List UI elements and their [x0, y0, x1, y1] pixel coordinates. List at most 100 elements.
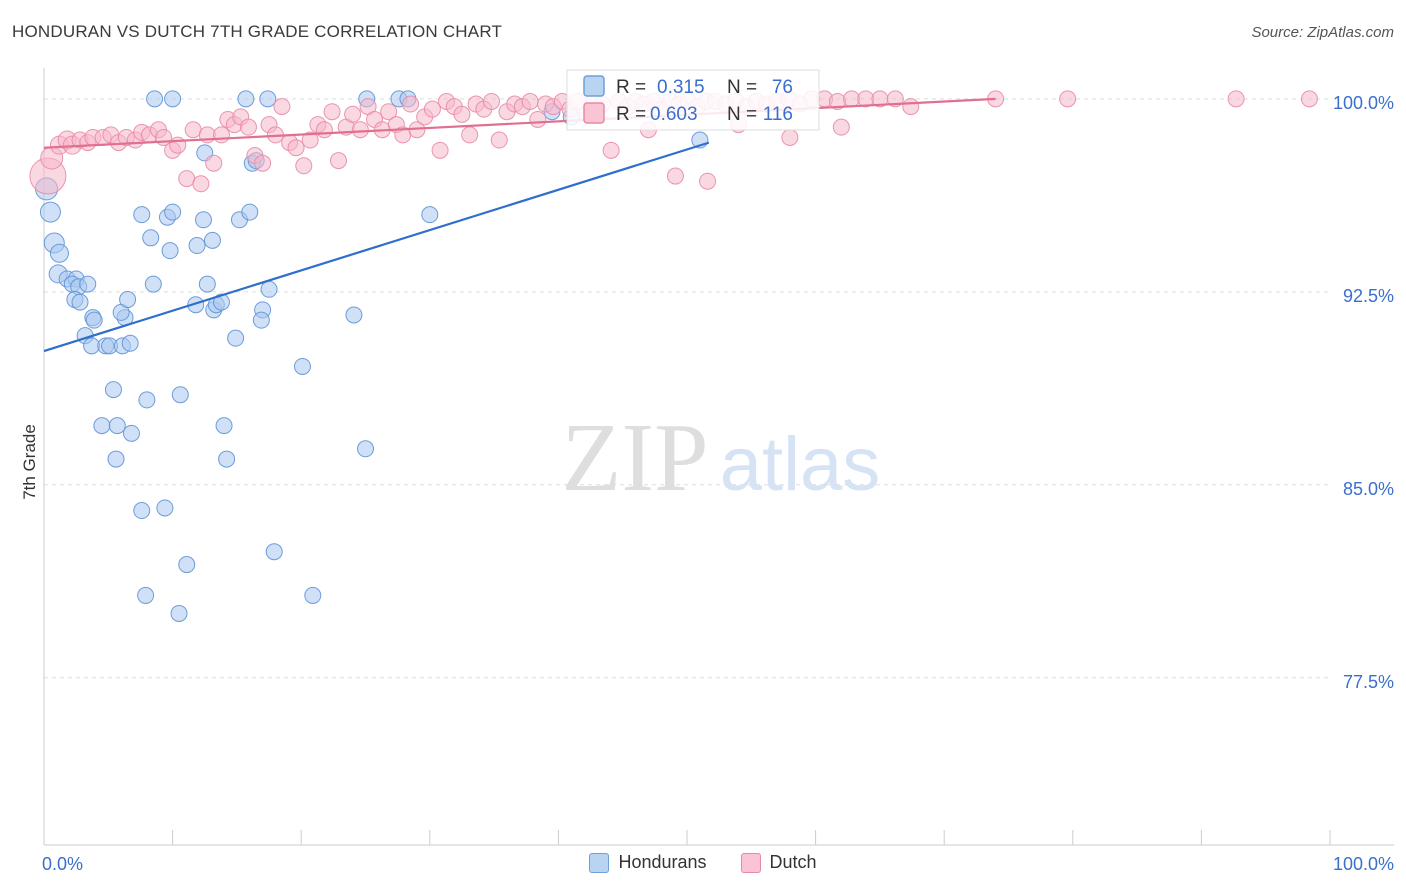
stats-n-value-dutch: 116 — [763, 104, 793, 125]
data-points — [29, 90, 1318, 622]
legend-swatch-dutch — [740, 852, 761, 873]
dutch-point-23 — [205, 154, 223, 172]
dutch-point-110 — [699, 172, 717, 190]
stats-legend: R = 0.315 N = 76 R = 0.603 N = 116 — [566, 69, 820, 131]
dutch-point-28 — [239, 118, 257, 136]
dutch-point-35 — [287, 139, 305, 157]
x-tick-label-right: 100.0% — [1333, 854, 1394, 874]
honduran-point-27 — [93, 417, 111, 435]
honduran-point-1 — [39, 201, 61, 223]
stats-r-label-hondurans: R = — [616, 77, 646, 98]
honduran-point-50 — [218, 450, 236, 468]
stats-n-label-dutch: N = — [727, 104, 757, 125]
dutch-point-43 — [344, 105, 362, 123]
honduran-point-26 — [171, 386, 189, 404]
honduran-point-24 — [104, 381, 122, 399]
dutch-point-54 — [423, 100, 441, 118]
x-tick-labels: 0.0% 100.0% — [42, 854, 1394, 874]
legend-item-dutch[interactable]: Dutch — [740, 852, 817, 873]
dutch-point-33 — [273, 98, 291, 116]
dutch-point-113 — [832, 118, 850, 136]
dutch-point-19 — [178, 170, 196, 188]
stats-n-label-hondurans: N = — [727, 77, 757, 98]
honduran-point-59 — [265, 543, 283, 561]
dutch-point-36 — [295, 157, 313, 175]
watermark: ZIP atlas — [562, 404, 881, 512]
honduran-point-44 — [198, 275, 216, 293]
grid-lines — [44, 98, 1330, 679]
honduran-point-23 — [144, 275, 162, 293]
honduran-point-19 — [121, 334, 139, 352]
stats-r-label-dutch: R = — [616, 104, 646, 125]
dutch-point-20 — [184, 121, 202, 139]
dutch-point-30 — [254, 154, 272, 172]
stats-r-value-hondurans: 0.315 — [657, 77, 705, 98]
x-tick-label-left: 0.0% — [42, 854, 83, 874]
dutch-point-48 — [380, 103, 398, 121]
y-tick-label-2: 85.0% — [1343, 479, 1394, 499]
honduran-point-43 — [203, 231, 221, 249]
watermark-atlas: atlas — [720, 422, 881, 507]
honduran-point-48 — [212, 293, 230, 311]
dutch-point-40 — [323, 103, 341, 121]
dutch-point-68 — [529, 110, 547, 128]
y-tick-label-1: 92.5% — [1343, 286, 1394, 306]
honduran-point-41 — [188, 237, 206, 255]
honduran-point-72 — [421, 206, 439, 224]
stats-legend-box — [566, 69, 820, 131]
honduran-point-40 — [164, 203, 182, 221]
honduran-point-57 — [252, 311, 270, 329]
dutch-point-41 — [329, 152, 347, 170]
dutch-point-58 — [453, 105, 471, 123]
stats-n-value-hondurans: 76 — [772, 77, 793, 98]
legend-label-dutch: Dutch — [769, 852, 817, 872]
honduran-point-28 — [108, 417, 126, 435]
honduran-point-9 — [79, 275, 97, 293]
chart-title: HONDURAN VS DUTCH 7TH GRADE CORRELATION … — [12, 22, 503, 41]
dutch-point-109 — [666, 167, 684, 185]
honduran-point-15 — [83, 337, 101, 355]
honduran-point-31 — [133, 502, 151, 520]
honduran-point-22 — [119, 291, 137, 309]
honduran-point-58 — [260, 280, 278, 298]
dutch-point-112 — [781, 128, 799, 146]
series-legend: Hondurans Dutch — [0, 852, 1406, 873]
dutch-point-51 — [402, 95, 420, 113]
honduran-point-3 — [49, 243, 69, 263]
dutch-point-59 — [461, 126, 479, 144]
dutch-point-24 — [212, 126, 230, 144]
y-tick-label-0: 100.0% — [1333, 93, 1394, 113]
dutch-trend-line — [43, 97, 996, 149]
honduran-point-29 — [122, 424, 140, 442]
honduran-point-35 — [170, 604, 188, 622]
honduran-trend-line — [43, 141, 710, 353]
honduran-point-38 — [133, 206, 151, 224]
honduran-point-32 — [156, 499, 174, 517]
y-tick-label-3: 77.5% — [1343, 672, 1394, 692]
honduran-point-39 — [161, 242, 179, 260]
legend-item-hondurans[interactable]: Hondurans — [589, 852, 707, 873]
legend-swatch-hondurans — [589, 852, 610, 873]
dutch-point-111 — [902, 98, 920, 116]
dutch-point-67 — [521, 92, 539, 110]
honduran-point-42 — [194, 211, 212, 229]
honduran-point-62 — [345, 306, 363, 324]
honduran-point-45 — [187, 296, 205, 314]
honduran-point-36 — [142, 229, 160, 247]
honduran-point-51 — [227, 329, 245, 347]
dutch-point-77 — [602, 141, 620, 159]
dutch-point-63 — [490, 131, 508, 149]
dutch-point-107 — [1227, 90, 1245, 108]
honduran-point-66 — [164, 90, 182, 108]
dutch-point-101 — [843, 90, 861, 108]
dutch-point-44 — [351, 121, 369, 139]
dutch-point-55 — [431, 141, 449, 159]
axes — [43, 68, 1394, 846]
y-tick-labels: 100.0% 92.5% 85.0% 77.5% — [1333, 93, 1394, 692]
dutch-point-108 — [1300, 90, 1318, 108]
stats-r-value-dutch: 0.603 — [650, 104, 698, 125]
honduran-point-68 — [259, 90, 277, 108]
dutch-point-106 — [1059, 90, 1077, 108]
honduran-point-53 — [241, 203, 259, 221]
